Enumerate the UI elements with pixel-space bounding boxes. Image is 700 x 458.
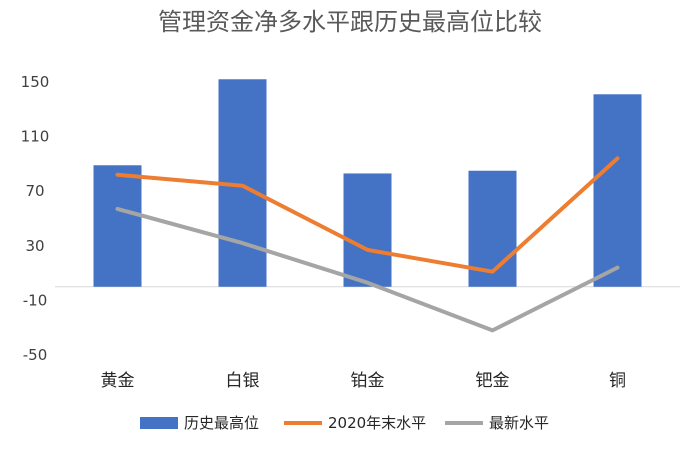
x-axis: 黄金 白银 铂金 钯金 铜 xyxy=(101,371,627,391)
legend-label: 历史最高位 xyxy=(184,414,259,432)
line-series xyxy=(115,156,620,333)
legend-label: 2020年末水平 xyxy=(328,414,426,432)
legend-swatch xyxy=(140,417,178,429)
bar-series xyxy=(93,79,642,287)
bar-历史最高位 xyxy=(593,94,642,287)
x-tick-label: 钯金 xyxy=(476,371,510,391)
chart-title: 管理资金净多水平跟历史最高位比较 xyxy=(158,8,542,36)
x-tick-label: 白银 xyxy=(226,371,260,391)
legend-label: 最新水平 xyxy=(489,414,549,432)
legend: 历史最高位 2020年末水平 最新水平 xyxy=(140,414,549,432)
bar-历史最高位 xyxy=(343,173,392,287)
legend-item: 最新水平 xyxy=(445,414,549,432)
x-tick-label: 铜 xyxy=(609,371,626,391)
line-最新水平 xyxy=(115,206,620,333)
y-axis: 150 110 70 30 -10 -50 xyxy=(21,73,50,364)
legend-item: 2020年末水平 xyxy=(284,414,426,432)
x-tick-label: 铂金 xyxy=(351,371,385,391)
x-tick-label: 黄金 xyxy=(101,371,135,391)
y-tick-label: 70 xyxy=(25,182,44,200)
y-tick-label: -50 xyxy=(23,346,48,364)
y-tick-label: -10 xyxy=(23,291,48,309)
bar-历史最高位 xyxy=(93,165,142,287)
legend-item: 历史最高位 xyxy=(140,414,259,432)
y-tick-label: 30 xyxy=(25,237,44,255)
line-2020年末水平 xyxy=(115,156,620,274)
y-tick-label: 110 xyxy=(21,128,50,146)
y-tick-label: 150 xyxy=(21,73,50,91)
